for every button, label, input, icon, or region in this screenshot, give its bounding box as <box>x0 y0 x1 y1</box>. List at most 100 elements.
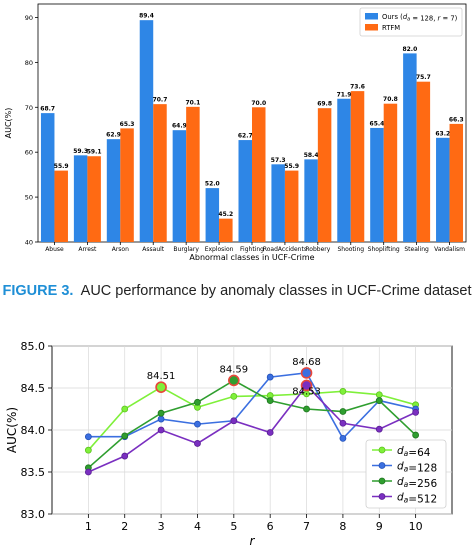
bar <box>337 98 351 242</box>
bar-value-label: 69.8 <box>317 101 332 108</box>
x-tick-label: Shoplifting <box>368 246 400 253</box>
bar-value-label: 82.0 <box>402 46 417 53</box>
data-point <box>121 432 129 440</box>
x-tick-label: Burglary <box>173 246 199 253</box>
data-point <box>84 468 92 476</box>
bar-value-label: 64.9 <box>172 123 187 130</box>
bar <box>106 139 121 242</box>
x-tick-label: 5 <box>230 520 237 533</box>
data-point <box>266 429 274 436</box>
x-tick-label: 1 <box>85 520 92 533</box>
data-point <box>84 446 92 454</box>
y-tick-label: 84.0 <box>21 424 46 437</box>
y-axis-label: AUC(%) <box>4 108 13 139</box>
data-point <box>375 397 383 404</box>
bar-value-label: 75.7 <box>416 74 431 81</box>
x-tick-label: Stealing <box>404 246 429 253</box>
data-point <box>157 415 165 423</box>
bar-value-label: 62.7 <box>238 133 253 140</box>
data-point <box>339 387 347 395</box>
bar <box>304 159 318 242</box>
bar-value-label: 66.3 <box>449 116 464 123</box>
bar <box>40 113 55 242</box>
data-point <box>303 405 310 413</box>
bar <box>317 108 332 243</box>
series-line <box>88 384 416 473</box>
bar-value-label: 71.9 <box>337 91 352 98</box>
x-axis-label: r <box>250 534 256 548</box>
legend-marker <box>378 446 386 454</box>
bar-value-label: 70.7 <box>153 97 168 104</box>
bar <box>284 170 299 242</box>
annotation-label: 84.59 <box>219 364 248 375</box>
legend-marker <box>378 477 386 485</box>
x-tick-label: Vandalism <box>434 246 465 253</box>
legend-entry: Ours (da = 128, r = 7) <box>382 13 458 23</box>
bar-value-label: 55.9 <box>54 163 69 170</box>
y-axis-label: AUC(%) <box>5 407 19 453</box>
x-tick-label: 8 <box>339 520 346 533</box>
highlight-point <box>300 379 313 392</box>
x-tick-label: 6 <box>267 520 274 533</box>
bar <box>383 103 398 242</box>
bar-chart: 40 50 60 70 80 90 Abuse 68.7 55.9 Arrest 59.359.1 A… <box>4 3 467 262</box>
bar-value-label: 45.2 <box>218 211 233 218</box>
bar <box>139 20 154 242</box>
y-tick-label: 90 <box>25 14 33 22</box>
y-tick-label: 80 <box>25 59 33 67</box>
series-line <box>87 386 416 451</box>
highlight-point <box>300 367 313 379</box>
data-point <box>230 393 238 400</box>
legend-marker <box>378 462 386 469</box>
x-tick-label: Arson <box>112 246 129 253</box>
x-axis-label: Abnormal classes in UCF-Crime <box>189 253 314 262</box>
bar <box>350 91 365 243</box>
y-tick-label: 83.0 <box>21 508 46 521</box>
data-point <box>375 425 383 433</box>
figure-caption: FIGURE 3. AUC performance by anomaly cla… <box>0 283 474 299</box>
y-tick-label: 84.5 <box>21 382 46 395</box>
data-point <box>194 440 201 447</box>
data-point <box>157 426 165 434</box>
bar <box>73 155 88 242</box>
bar-value-label: 57.3 <box>271 157 286 164</box>
figure-label: FIGURE 3. <box>2 283 74 299</box>
y-tick-label: 50 <box>25 194 33 202</box>
bar-value-label: 73.6 <box>350 84 365 91</box>
y-tick-label: 60 <box>25 149 33 157</box>
bar-value-label: 65.4 <box>370 120 385 127</box>
data-point <box>230 417 238 425</box>
bar <box>54 170 68 242</box>
data-point <box>339 408 347 415</box>
data-point <box>412 431 420 439</box>
series-line <box>88 372 416 440</box>
legend-entry: da=128 <box>397 461 437 475</box>
bar-value-label: 59.1 <box>87 149 102 156</box>
x-tick-label: Shooting <box>337 246 364 253</box>
x-tick-label: 3 <box>158 520 165 533</box>
legend-entry: da=256 <box>397 476 437 490</box>
y-tick-label: 85.0 <box>21 340 46 353</box>
data-point <box>121 405 129 413</box>
data-point <box>412 408 420 416</box>
highlight-point <box>155 381 167 393</box>
x-tick-label: 10 <box>409 520 423 533</box>
bar <box>252 107 266 242</box>
figure-caption-text: AUC performance by anomaly classes in UC… <box>80 283 472 299</box>
data-point <box>266 373 274 381</box>
bar <box>403 53 417 242</box>
x-tick-label: Robbery <box>305 246 330 253</box>
bar <box>436 137 450 242</box>
data-point <box>266 397 274 404</box>
bar <box>219 218 233 242</box>
bar-value-label: 70.0 <box>251 100 266 107</box>
series-line <box>87 379 417 469</box>
series-group <box>84 382 420 476</box>
x-tick-label: 2 <box>121 520 128 533</box>
data-point <box>121 452 129 460</box>
bar <box>271 164 285 242</box>
x-tick-label: Fighting <box>240 246 264 253</box>
x-tick-label: 9 <box>376 520 383 533</box>
legend-swatch <box>365 24 378 31</box>
